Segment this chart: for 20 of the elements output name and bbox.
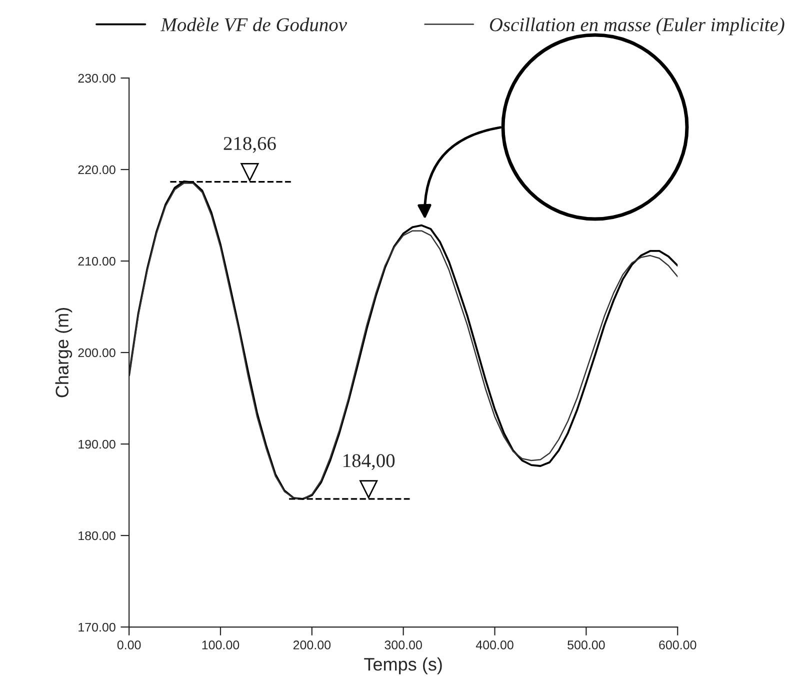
y-axis-title: Charge (m) bbox=[55, 308, 72, 398]
x-tick-label: 600.00 bbox=[659, 640, 696, 650]
x-tick-label: 200.00 bbox=[293, 640, 331, 650]
y-tick-label: 190.00 bbox=[78, 440, 116, 449]
y-tick-label: 220.00 bbox=[78, 165, 116, 174]
annotation: 184,00 bbox=[344, 454, 395, 470]
y-tick-label: 200.00 bbox=[78, 348, 116, 358]
x-tick-label: 0.00 bbox=[117, 640, 141, 650]
x-tick-label: 300.00 bbox=[384, 640, 422, 650]
legend-label: Oscillation en masse (Euler implicite) bbox=[490, 18, 784, 36]
legend-label: Modèle VF de Godunov bbox=[160, 18, 348, 32]
x-tick-label: 400.00 bbox=[476, 640, 514, 650]
x-axis-title: Temps (s) bbox=[364, 657, 442, 674]
x-tick-label: 500.00 bbox=[568, 640, 605, 650]
annotation: 218,66 bbox=[224, 136, 276, 153]
y-tick-label: 210.00 bbox=[78, 256, 116, 266]
y-tick-label: 180.00 bbox=[78, 531, 116, 540]
y-tick-label: 170.00 bbox=[78, 622, 116, 632]
x-tick-label: 100.00 bbox=[202, 640, 240, 650]
y-tick-label: 230.00 bbox=[78, 74, 116, 83]
